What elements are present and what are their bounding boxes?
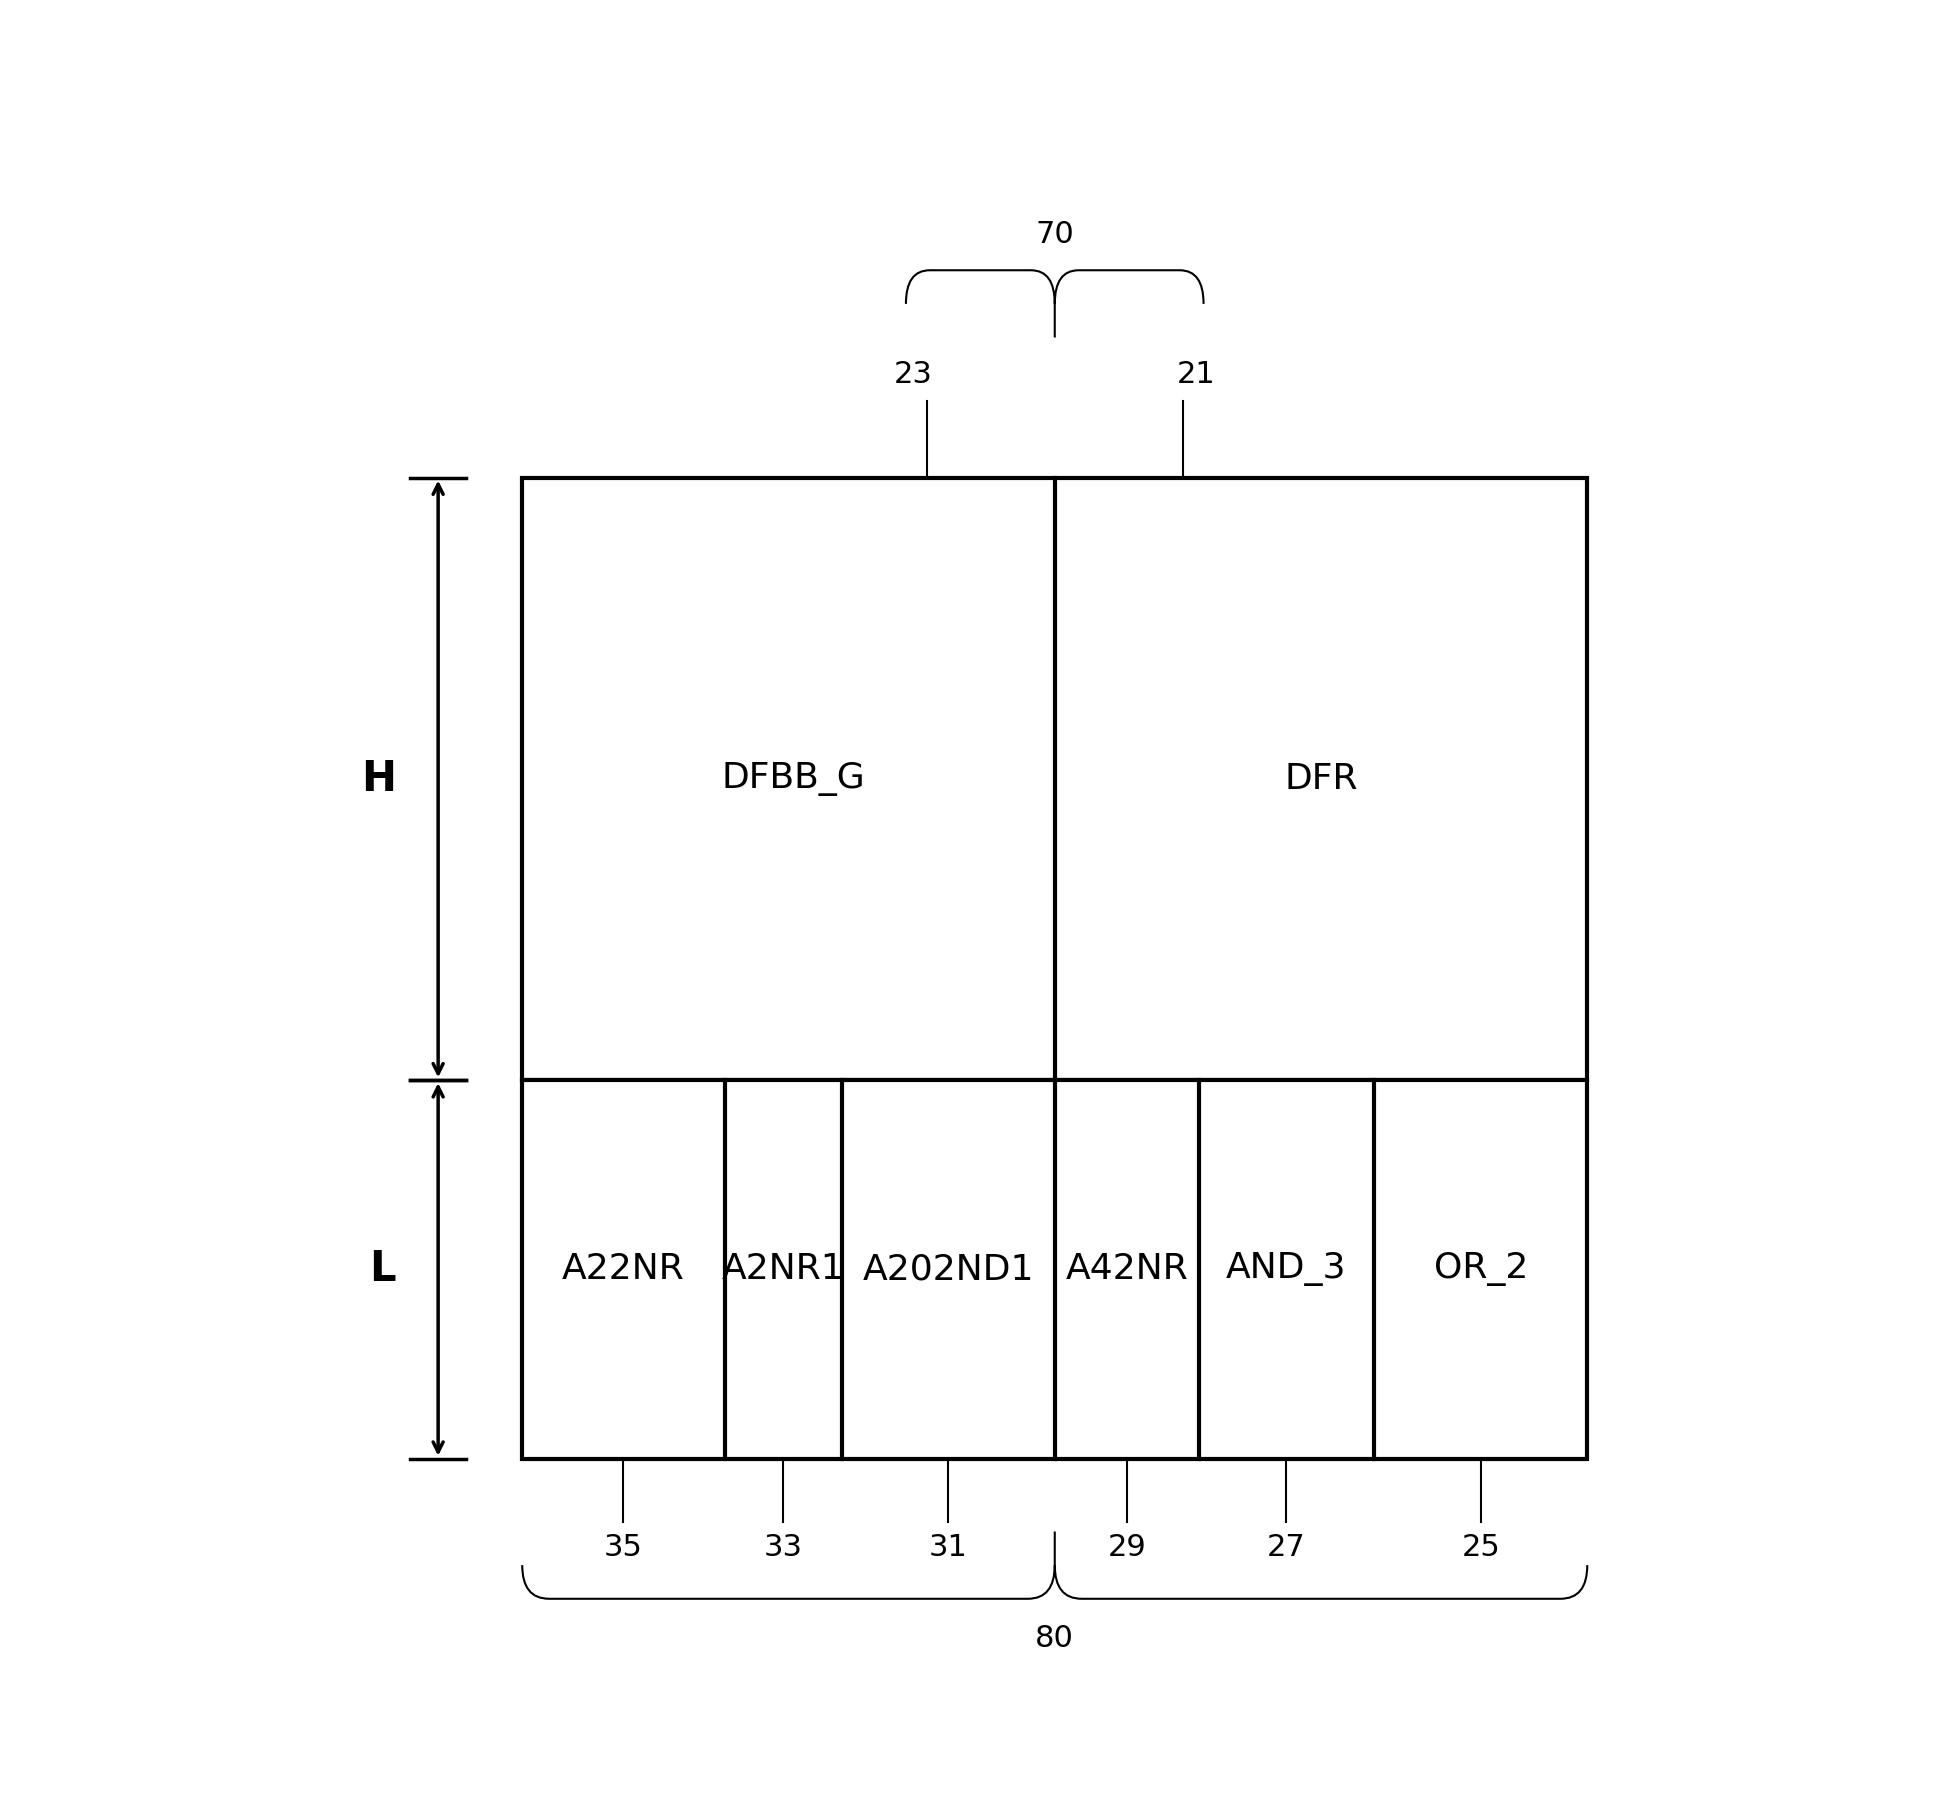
Text: A2NR1: A2NR1 xyxy=(722,1252,844,1287)
Text: A22NR: A22NR xyxy=(561,1252,685,1287)
Text: OR_2: OR_2 xyxy=(1434,1252,1529,1287)
Text: AND_3: AND_3 xyxy=(1227,1252,1347,1287)
Text: H: H xyxy=(362,757,397,801)
Text: 25: 25 xyxy=(1461,1532,1500,1562)
Text: L: L xyxy=(370,1249,397,1290)
Text: 35: 35 xyxy=(604,1532,642,1562)
Text: DFR: DFR xyxy=(1285,763,1358,795)
Text: 21: 21 xyxy=(1176,360,1215,389)
Text: 31: 31 xyxy=(929,1532,968,1562)
Text: 23: 23 xyxy=(894,360,933,389)
Text: A202ND1: A202ND1 xyxy=(863,1252,1033,1287)
Bar xyxy=(522,1081,1587,1458)
Text: 80: 80 xyxy=(1035,1623,1074,1653)
Text: 33: 33 xyxy=(764,1532,803,1562)
Text: DFBB_G: DFBB_G xyxy=(722,763,865,795)
Text: 70: 70 xyxy=(1035,220,1074,249)
Text: 27: 27 xyxy=(1267,1532,1306,1562)
Text: A42NR: A42NR xyxy=(1066,1252,1188,1287)
Text: 29: 29 xyxy=(1107,1532,1146,1562)
Bar xyxy=(522,477,1587,1081)
